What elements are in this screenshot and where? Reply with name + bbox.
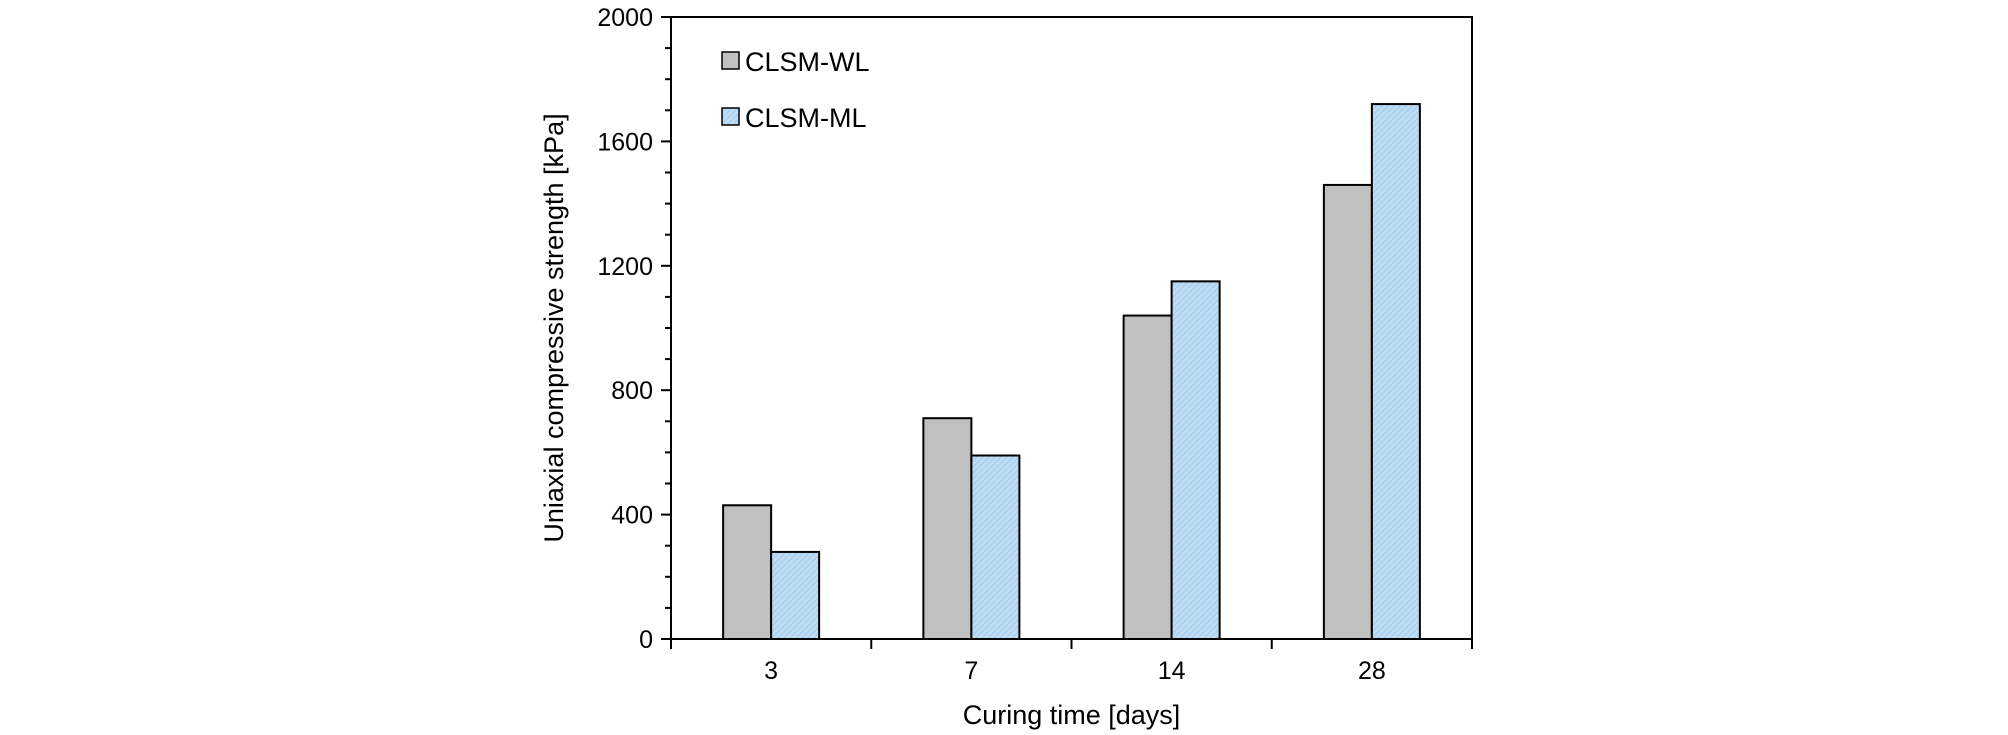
bar-clsm-ml-3 bbox=[770, 550, 821, 640]
bar-clsm-ml-7 bbox=[970, 454, 1021, 641]
y-tick-label: 2000 bbox=[597, 4, 653, 32]
legend-label-clsm-wl: CLSM-WL bbox=[745, 47, 870, 77]
y-axis-title: Uniaxial compressive strength [kPa] bbox=[539, 113, 569, 542]
bar-clsm-ml-14 bbox=[1170, 280, 1221, 640]
x-axis-tick-labels: 3 7 14 28 bbox=[764, 657, 1386, 685]
y-tick-label: 1200 bbox=[597, 253, 653, 281]
legend-label-clsm-ml: CLSM-ML bbox=[745, 103, 867, 133]
y-tick-label: 800 bbox=[611, 377, 653, 405]
bars-layer bbox=[722, 103, 1421, 641]
y-tick-label: 0 bbox=[639, 626, 653, 654]
y-tick-label: 1600 bbox=[597, 128, 653, 156]
bar-clsm-wl-28 bbox=[1322, 183, 1373, 640]
y-axis-ticks bbox=[661, 16, 671, 640]
y-axis-tick-labels: 0 400 800 1200 1600 2000 bbox=[597, 4, 653, 654]
x-tick-label: 7 bbox=[964, 657, 978, 685]
y-tick-label: 400 bbox=[611, 502, 653, 530]
x-axis-ticks bbox=[670, 639, 1473, 649]
bar-clsm-wl-14 bbox=[1122, 314, 1173, 640]
legend: CLSM-WL CLSM-ML bbox=[721, 47, 870, 133]
x-tick-label: 3 bbox=[764, 657, 778, 685]
x-axis-title: Curing time [days] bbox=[963, 700, 1181, 730]
x-tick-label: 14 bbox=[1158, 657, 1186, 685]
legend-swatch-clsm-ml bbox=[721, 107, 740, 126]
bar-clsm-wl-3 bbox=[722, 504, 773, 640]
legend-swatch-clsm-wl bbox=[721, 51, 740, 70]
bar-clsm-wl-7 bbox=[922, 417, 973, 640]
bar-clsm-ml-28 bbox=[1370, 103, 1421, 640]
x-tick-label: 28 bbox=[1358, 657, 1386, 685]
